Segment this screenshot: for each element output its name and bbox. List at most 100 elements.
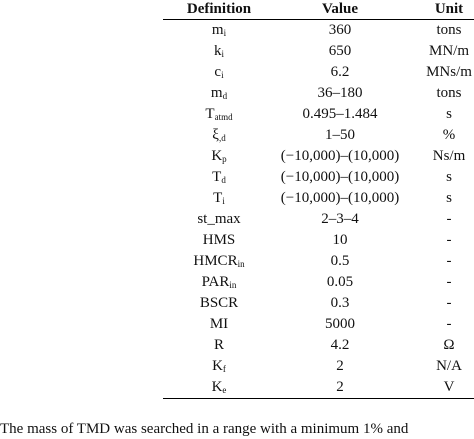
table-row: ki 650 MN/m: [163, 41, 474, 62]
symbol: K: [211, 379, 223, 395]
definition-cell: Ti: [163, 188, 275, 209]
table-row: ci 6.2 MNs/m: [163, 62, 474, 83]
definition-cell: Td: [163, 167, 275, 188]
unit-cell: MNs/m: [426, 64, 472, 80]
subscript: ,d: [218, 133, 226, 143]
symbol: ξ: [212, 127, 219, 143]
table-row: mi 360 tons: [163, 20, 474, 42]
value-cell: 2–3–4: [321, 211, 359, 227]
value-cell: 0.3: [330, 295, 350, 311]
definition-cell: mi: [163, 20, 275, 42]
table-row: R 4.2 Ω: [163, 335, 474, 356]
symbol: T: [205, 106, 215, 122]
table-row: Td (−10,000)–(10,000) s: [163, 167, 474, 188]
unit-cell: MN/m: [428, 43, 469, 59]
table-row: st_max 2–3–4 -: [163, 209, 474, 230]
header-cell: Definition: [163, 0, 275, 20]
symbol: MI: [209, 316, 229, 332]
definition-cell: md: [163, 83, 275, 104]
symbol: HMS: [202, 232, 236, 248]
unit-cell: -: [446, 211, 452, 227]
definition-cell: Ke: [163, 377, 275, 399]
unit-cell: %: [442, 127, 456, 143]
symbol: PAR: [201, 274, 230, 290]
unit-cell: s: [446, 190, 452, 206]
parameter-table: Definition Value Unit mi 360 tons ki 650 MN/m…: [163, 0, 474, 399]
table-row: HMS 10 -: [163, 230, 474, 251]
definition-cell: ci: [163, 62, 275, 83]
symbol: c: [214, 64, 222, 80]
definition-cell: Kf: [163, 356, 275, 377]
unit-cell: s: [446, 169, 452, 185]
symbol: HMCR: [193, 253, 238, 269]
symbol: K: [211, 148, 223, 164]
subscript: p: [222, 154, 227, 164]
unit-cell: -: [446, 295, 452, 311]
definition-cell: HMCRin: [163, 251, 275, 272]
subscript: d: [221, 175, 226, 185]
value-cell: 650: [328, 43, 352, 59]
table-row: ξ,d 1–50%: [163, 125, 474, 146]
header-row: Definition Value Unit: [163, 0, 474, 20]
table-row: HMCRin 0.5 -: [163, 251, 474, 272]
table-body: mi 360 tons ki 650 MN/m ci 6.2 MNs/m md 36–180 tons…: [163, 20, 474, 399]
value-cell: (−10,000)–(10,000): [280, 190, 400, 206]
unit-cell: N/A: [436, 358, 462, 374]
subscript: e: [222, 385, 227, 395]
symbol: m: [210, 85, 223, 101]
subscript: i: [221, 70, 224, 80]
value-cell: (−10,000)–(10,000): [280, 169, 400, 185]
value-cell: 0.5: [330, 253, 350, 269]
header-cell: Value: [275, 0, 405, 20]
symbol: m: [211, 22, 224, 38]
value-cell: 0.05: [326, 274, 354, 290]
symbol: k: [213, 43, 222, 59]
unit-cell: V: [405, 377, 474, 399]
value-cell: 6.2: [330, 64, 350, 80]
header-cell: Unit: [405, 0, 474, 20]
table-row: Kf 2 N/A: [163, 356, 474, 377]
table-row: MI 5000 -: [163, 314, 474, 335]
table-row: md 36–180 tons: [163, 83, 474, 104]
value-cell: 1–50: [325, 127, 355, 143]
definition-cell: Kp: [163, 146, 275, 167]
symbol: st_max: [197, 211, 241, 227]
unit-cell: Ns/m: [432, 148, 466, 164]
definition-cell: Tatmd: [163, 104, 275, 125]
value-cell: 36–180: [317, 85, 363, 101]
unit-cell: -: [446, 232, 452, 248]
definition-cell: BSCR: [163, 293, 275, 314]
value-cell: 0.495–1.484: [302, 106, 378, 122]
symbol: T: [213, 190, 223, 206]
table-row: Kp (−10,000)–(10,000) Ns/m: [163, 146, 474, 167]
unit-cell: Ω: [443, 337, 455, 353]
symbol: K: [212, 358, 223, 374]
table-row: Ti (−10,000)–(10,000) s: [163, 188, 474, 209]
value-cell: 2: [336, 358, 344, 374]
footer-text: The mass of TMD was searched in a range …: [0, 421, 409, 437]
subscript: in: [237, 259, 245, 269]
subscript: f: [222, 364, 226, 374]
symbol: T: [212, 169, 222, 185]
value-cell: 360: [328, 22, 352, 38]
definition-cell: HMS: [163, 230, 275, 251]
value-cell: 5000: [325, 316, 355, 332]
symbol: R: [213, 337, 224, 353]
value-cell: 2: [275, 377, 405, 399]
subscript: d: [222, 91, 228, 101]
unit-cell: -: [446, 253, 452, 269]
definition-cell: ki: [163, 41, 275, 62]
subscript: in: [229, 280, 237, 290]
unit-cell: -: [446, 316, 452, 332]
table-row: Ke 2 V: [163, 377, 474, 399]
unit-cell: s: [446, 106, 452, 122]
definition-cell: ξ,d: [163, 125, 275, 146]
unit-cell: tons: [436, 85, 462, 101]
value-cell: (−10,000)–(10,000): [280, 148, 400, 164]
table-row: PARin 0.05 -: [163, 272, 474, 293]
subscript: i: [223, 28, 227, 38]
subscript: i: [221, 49, 224, 59]
unit-cell: tons: [436, 22, 462, 38]
table-row: Tatmd 0.495–1.484 s: [163, 104, 474, 125]
